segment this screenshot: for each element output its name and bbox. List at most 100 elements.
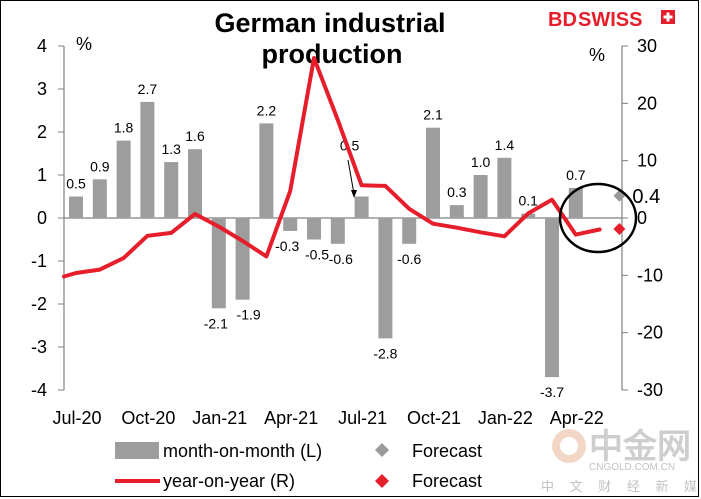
mom-bars (69, 101, 583, 378)
legend-forecast-red-diamond-icon (375, 474, 389, 488)
right-tick-label: 20 (637, 93, 657, 113)
legend-bar-swatch (115, 442, 159, 459)
right-tick-label: -30 (637, 380, 663, 400)
left-axis-unit: % (76, 34, 92, 54)
mom-bar (283, 218, 298, 231)
mom-bar-labels: 0.50.91.82.71.31.6-2.1-1.92.2-0.3-0.5 -0.… (66, 81, 585, 400)
left-tick-label: 1 (37, 165, 47, 185)
chart-title-line-1: German industrial (214, 8, 445, 38)
legend-forecast-mom-label: Forecast (412, 441, 482, 461)
mom-bar (259, 123, 274, 218)
watermark-tagline: 中 文 财 经 新 媒 体 (541, 479, 701, 494)
mom-bar-value-label: -0.5 (305, 247, 329, 263)
mom-bar-value-label: 1.0 (471, 154, 491, 170)
right-axis-unit: % (589, 45, 605, 65)
left-tick-label: -3 (31, 337, 47, 357)
mom-bar (92, 179, 107, 218)
mom-bar-value-label: -2.8 (373, 345, 397, 361)
left-tick-label: -1 (31, 251, 47, 271)
mom-bar-value-label: -0.3 (275, 238, 299, 254)
mom-bar-value-label: 0.3 (447, 184, 467, 200)
logo-bd: BD (548, 9, 577, 31)
x-tick-label: Oct-20 (121, 408, 175, 428)
watermark-logo-inner (560, 437, 578, 455)
mom-bar (497, 157, 512, 218)
left-tick-label: 0 (37, 208, 47, 228)
mom-bar (140, 101, 155, 218)
mom-bar (473, 175, 488, 218)
x-tick-label: Jan-21 (192, 408, 247, 428)
right-tick-label: -10 (637, 265, 663, 285)
left-tick-label: 4 (37, 36, 47, 56)
mom-bar-value-label: 0.1 (518, 193, 538, 209)
mom-bar-value-label: 2.7 (138, 81, 158, 97)
mom-bar (330, 218, 345, 244)
left-axis-ticks: 4 3 2 1 0 -1 -2 -3 -4 (31, 36, 64, 400)
x-tick-label: Jul-20 (52, 408, 101, 428)
mom-bar (307, 218, 321, 240)
mom-bar (188, 149, 202, 218)
mom-bar (116, 140, 131, 218)
mom-bar-value-label: 0.5 (66, 176, 86, 192)
mom-bar-value-label: 2.2 (257, 102, 277, 118)
forecast-circle (558, 182, 638, 254)
x-tick-label: Apr-22 (550, 408, 604, 428)
forecast-yoy-marker (613, 222, 626, 235)
legend: month-on-month (L) Forecast year-on-year… (115, 441, 482, 491)
mom-bar (354, 196, 369, 218)
right-axis-ticks: 30 20 10 0 -10 -20 -30 (622, 36, 663, 400)
x-tick-label: Jan-22 (478, 408, 533, 428)
mom-bar-value-label: -1.9 (237, 307, 261, 323)
mom-bar-value-label: -3.7 (540, 384, 564, 400)
legend-forecast-yoy-label: Forecast (412, 471, 482, 491)
mom-bar (211, 218, 226, 309)
mom-bar (378, 218, 393, 339)
mom-bar (568, 187, 583, 218)
forecast-mom-label: 0.4 (632, 186, 660, 208)
annotation-arrow (347, 159, 355, 195)
mom-bar-value-label: 0.7 (566, 167, 586, 183)
watermark-sub: CNGOLD.COM.CN (589, 462, 675, 473)
mom-bar-value-label: -0.6 (397, 251, 421, 267)
mom-bar (545, 218, 559, 378)
left-tick-label: 2 (37, 122, 47, 142)
mom-bar-value-label: 1.4 (495, 137, 515, 153)
x-tick-label: Apr-21 (264, 408, 318, 428)
mom-bar-value-label: 1.8 (114, 120, 134, 136)
annotation-arrowhead (351, 190, 357, 198)
mom-bar-value-label: 0.9 (90, 158, 110, 174)
mom-bar (402, 218, 417, 244)
legend-forecast-grey-diamond-icon (375, 443, 389, 457)
x-tick-label: Oct-21 (407, 408, 461, 428)
mom-bar-value-label: 1.3 (161, 141, 181, 157)
x-axis-labels: Jul-20 Oct-20 Jan-21 Apr-21 Jul-21 Oct-21 Jan-… (52, 408, 603, 428)
x-tick-label: Jul-21 (338, 408, 387, 428)
left-tick-label: -4 (31, 380, 47, 400)
right-tick-label: -20 (637, 323, 663, 343)
left-tick-label: -2 (31, 294, 47, 314)
cross-horizontal (663, 15, 673, 19)
left-tick-label: 3 (37, 79, 47, 99)
legend-yoy-label: year-on-year (R) (163, 471, 295, 491)
bdswiss-logo: BD SWISS (548, 9, 675, 31)
chart-title-line-2: production (262, 39, 403, 69)
mom-bar (69, 196, 83, 218)
mom-bar (235, 218, 250, 300)
mom-bar-value-label: -2.1 (204, 315, 228, 331)
cngold-watermark: 中金网 CNGOLD.COM.CN 中 文 财 经 新 媒 体 (541, 427, 701, 494)
mom-bar (426, 127, 440, 218)
mom-bar (164, 162, 179, 218)
watermark-main: 中金网 (589, 427, 691, 466)
right-tick-label: 10 (637, 151, 657, 171)
mom-bar (449, 205, 464, 218)
mom-bar-value-label: -0.6 (329, 251, 353, 267)
legend-mom-label: month-on-month (L) (163, 441, 322, 461)
logo-swiss: SWISS (578, 9, 642, 31)
mom-bar-value-label: 1.6 (185, 128, 205, 144)
right-tick-label: 0 (637, 208, 647, 228)
right-tick-label: 30 (637, 36, 657, 56)
mom-bar-value-label: 2.1 (423, 107, 443, 123)
yoy-line (62, 56, 602, 279)
